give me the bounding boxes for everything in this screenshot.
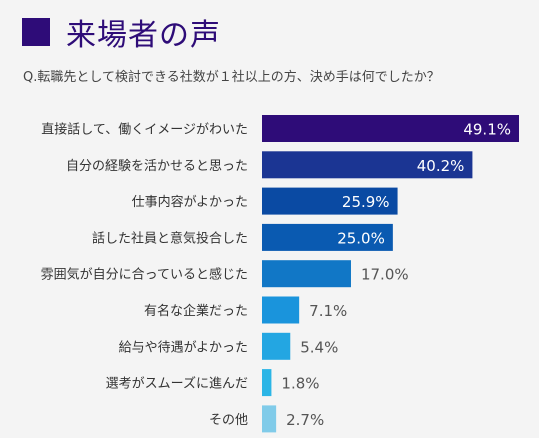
page-title: 来場者の声 [22, 12, 221, 53]
bar [262, 151, 473, 179]
bar [262, 223, 393, 251]
value-label: 40.2% [417, 157, 465, 175]
bar [262, 296, 300, 324]
bar [262, 187, 398, 215]
category-label: 給与や待遇がよかった [119, 340, 248, 355]
category-label: 選考がスムーズに進んだ [106, 376, 248, 392]
value-label: 1.8% [281, 375, 319, 393]
value-label: 17.0% [361, 266, 409, 284]
category-label: 話した社員と意気投合した [92, 230, 248, 246]
value-label: 7.1% [309, 302, 347, 320]
value-label: 2.7% [286, 411, 324, 429]
category-label: 仕事内容がよかった [132, 194, 248, 210]
title-square-icon [22, 18, 50, 46]
bar [262, 115, 519, 142]
value-label: 25.0% [337, 229, 385, 247]
value-label: 49.1% [463, 121, 511, 139]
bar [262, 332, 291, 360]
category-label: その他 [209, 413, 248, 428]
survey-question: Q.転職先として検討できる社数が１社以上の方、決め手は何でしたか？ [23, 70, 440, 85]
category-label: 雰囲気が自分に合っていると感じた [41, 267, 248, 283]
value-label: 25.9% [342, 193, 390, 211]
bar [262, 260, 351, 288]
category-label: 有名な企業だった [144, 303, 248, 319]
title-text: 来場者の声 [66, 18, 221, 53]
bar [262, 405, 277, 433]
value-label: 5.4% [300, 338, 338, 356]
category-label: 自分の経験を活かせると思った [66, 159, 248, 174]
bar [262, 369, 272, 397]
category-label: 直接話して、働くイメージがわいた [41, 122, 248, 138]
